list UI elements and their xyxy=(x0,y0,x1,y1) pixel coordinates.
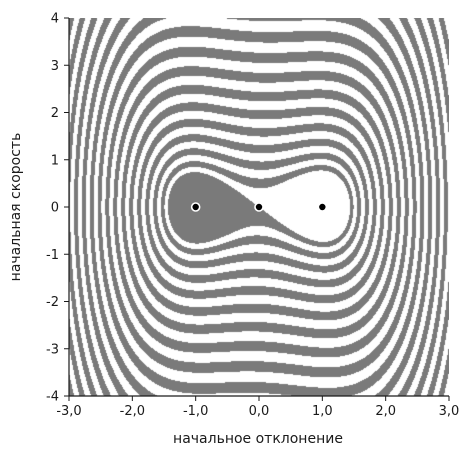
x-axis-title: начальное отклонение xyxy=(173,431,343,447)
y-tick-label: 2 xyxy=(51,106,59,121)
x-tick-label: 1,0 xyxy=(312,404,333,419)
equilibria-points xyxy=(190,202,328,212)
x-tick-label: 0,0 xyxy=(249,404,270,419)
x-tick-label: -2,0 xyxy=(120,404,145,419)
y-tick-label: 3 xyxy=(51,59,59,74)
x-tick-label: -3,0 xyxy=(56,404,81,419)
x-tick-label: 3,0 xyxy=(439,404,460,419)
y-tick-label: -4 xyxy=(46,390,59,405)
x-tick-label: 2,0 xyxy=(375,404,396,419)
y-tick-label: -2 xyxy=(46,295,59,310)
equilibrium-point-2 xyxy=(254,202,264,212)
y-tick-label: 1 xyxy=(51,153,59,168)
equilibrium-point-3 xyxy=(317,202,328,212)
y-tick-label: -1 xyxy=(46,248,59,263)
axis-ticks: -3,0 -2,0 -1,0 0,0 1,0 2,0 3,0 4 3 2 1 0 -1 -2 -3 -4 xyxy=(46,12,459,420)
y-axis-title: начальная скорость xyxy=(8,133,24,282)
x-tick-label: -1,0 xyxy=(183,404,208,419)
y-tick-label: 0 xyxy=(51,201,59,216)
y-tick-label: -3 xyxy=(46,342,59,357)
equilibrium-point-1 xyxy=(190,202,201,212)
y-tick-label: 4 xyxy=(51,12,59,27)
